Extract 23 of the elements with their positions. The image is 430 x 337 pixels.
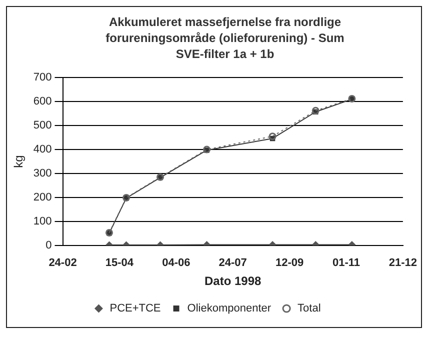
legend-label: Total [298,302,321,315]
y-tick-label: 200 [33,191,52,204]
point [312,106,320,114]
y-tick-label: 300 [33,168,52,180]
x-tick-label: 24-02 [48,257,77,270]
y-tick-label: 100 [33,215,52,228]
legend-label: Oliekomponenter [187,302,272,315]
y-tick-label: 500 [33,120,52,132]
y-axis-title: kg [12,155,26,168]
point [268,132,276,140]
x-tick-label: 24-07 [218,257,247,270]
y-tick-label: 700 [33,72,52,84]
x-tick-label: 15-04 [105,257,134,270]
x-axis-title: Dato 1998 [204,274,262,288]
y-tick-label: 400 [33,144,52,156]
x-tick-label: 01-11 [332,257,360,270]
x-tick-label: 21-12 [388,257,418,270]
x-tick-label: 04-06 [162,257,190,270]
chart-title: Akkumuleret massefjernelse fra nordlige forureningsområde (olieforurening) - Sum SVE-filter 1a + 1b [105,14,345,62]
legend-label: PCE+TCE [110,302,161,315]
y-tick-label: 600 [33,96,52,108]
y-tick-label: 0 [46,239,52,252]
x-tick-label: 12-09 [275,257,304,270]
